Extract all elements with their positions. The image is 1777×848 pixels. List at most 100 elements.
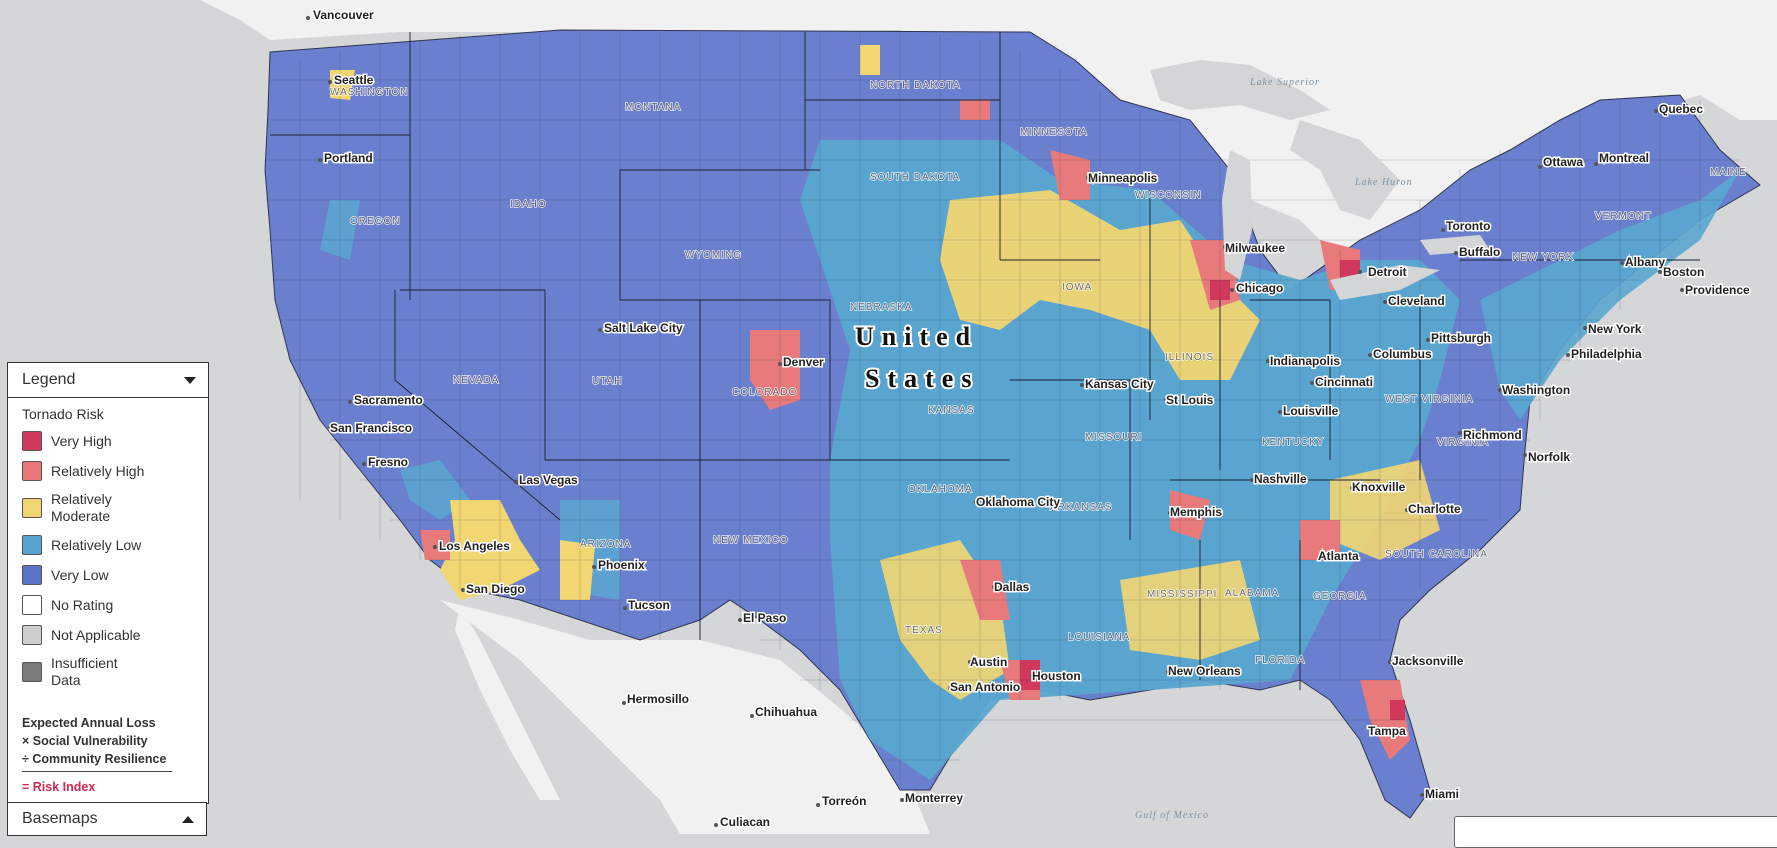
legend-items: Very High Relatively High Relatively Mod… [8,426,208,694]
legend-swatch [22,461,42,481]
legend-header-label: Legend [22,371,76,388]
city-label[interactable]: Richmond [1462,427,1524,444]
city-label[interactable]: Portland [323,150,375,167]
city-label[interactable]: Kansas City [1084,376,1156,393]
lake-superior [1150,60,1330,120]
legend-item-label: Relatively High [51,462,145,479]
city-label[interactable]: Miami [1424,786,1461,803]
city-label[interactable]: Columbus [1372,346,1434,363]
state-label: COLORADO [732,387,797,398]
state-label: MISSOURI [1085,432,1142,443]
city-label[interactable]: Houston [1031,668,1083,685]
city-label[interactable]: Detroit [1367,264,1409,281]
zone-moderate [940,190,1260,380]
city-label[interactable]: Memphis [1169,504,1224,521]
city-label[interactable]: Denver [782,354,826,371]
lake-ontario [1420,235,1490,255]
city-label[interactable]: Phoenix [597,557,647,574]
city-label[interactable]: Pittsburgh [1430,330,1493,347]
chevron-down-icon[interactable] [184,376,196,384]
city-label[interactable]: Oklahoma City [975,494,1062,511]
state-label: WISCONSIN [1135,190,1202,201]
city-label[interactable]: Sacramento [353,392,425,409]
basemaps-label: Basemaps [22,810,98,827]
formula-line: ÷ Community Resilience [22,752,167,766]
state-label: FLORIDA [1255,655,1305,666]
city-label[interactable]: Toronto [1445,218,1492,235]
basemaps-toggle[interactable]: Basemaps [7,802,207,836]
city-label[interactable]: Las Vegas [518,472,580,489]
legend-item-label: Relatively Moderate [51,491,112,524]
city-label[interactable]: Vancouver [312,7,376,24]
city-label[interactable]: Buffalo [1458,244,1502,261]
corner-panel[interactable] [1454,816,1777,848]
city-label[interactable]: El Paso [742,610,788,627]
legend-header[interactable]: Legend [8,363,208,398]
city-label[interactable]: Quebec [1658,101,1705,118]
legend-title: Tornado Risk [22,406,104,422]
city-label[interactable]: Norfolk [1527,449,1572,466]
formula-line: × Social Vulnerability [22,734,148,748]
state-label: WYOMING [685,250,742,261]
city-label[interactable]: Milwaukee [1224,240,1287,257]
city-label[interactable]: St Louis [1165,392,1216,409]
city-label[interactable]: Atlanta [1317,548,1361,565]
city-label[interactable]: Philadelphia [1570,346,1644,363]
city-label[interactable]: Cleveland [1387,293,1447,310]
state-label: UTAH [592,376,622,387]
city-label[interactable]: Washington [1501,382,1572,399]
legend-item: Very High [8,426,208,456]
city-label[interactable]: Los Angeles [438,538,512,555]
city-label[interactable]: Montreal [1598,150,1651,167]
city-label[interactable]: San Antonio [949,679,1022,696]
city-label[interactable]: Indianapolis [1269,353,1342,370]
city-label[interactable]: Charlotte [1407,501,1463,518]
city-label[interactable]: Boston [1662,264,1706,281]
lake-erie [1330,265,1440,300]
city-label[interactable]: Ottawa [1542,154,1585,171]
city-label[interactable]: Albany [1624,254,1667,271]
legend-item: No Rating [8,590,208,620]
chevron-up-icon[interactable] [182,815,194,823]
zone-low-east [1480,170,1740,420]
water-label: Lake Superior [1249,77,1320,88]
city-label[interactable]: Jacksonville [1391,653,1466,670]
city-label[interactable]: Dallas [993,579,1032,596]
legend-panel: Legend Tornado Risk Very High Relatively… [7,362,209,804]
state-label: ARKANSAS [1050,502,1112,513]
city-label[interactable]: Chicago [1235,280,1285,297]
city-label[interactable]: San Diego [465,581,527,598]
city-label[interactable]: Salt Lake City [603,320,685,337]
city-label[interactable]: Louisville [1282,403,1341,420]
city-label[interactable]: Austin [969,654,1009,671]
city-label[interactable]: Seattle [333,72,376,89]
city-label[interactable]: New York [1587,321,1644,338]
city-label[interactable]: Providence [1684,282,1752,299]
legend-swatch [22,431,42,451]
city-label[interactable]: Chihuahua [754,704,819,721]
legend-item: Relatively Moderate [8,486,208,530]
formula-divider [22,771,172,772]
legend-item: Insufficient Data [8,650,208,694]
city-label[interactable]: Tampa [1367,723,1408,740]
country-label-line2: States [865,364,979,393]
legend-swatch [22,625,42,645]
state-label: SOUTH CAROLINA [1385,549,1488,560]
city-label[interactable]: Minneapolis [1087,170,1160,187]
city-label[interactable]: Nashville [1253,471,1309,488]
city-label[interactable]: Tucson [627,597,672,614]
city-label[interactable]: Hermosillo [626,691,691,708]
city-label[interactable]: Monterrey [904,790,965,807]
baja-land [455,605,560,800]
state-label: KENTUCKY [1262,437,1324,448]
state-label: MONTANA [625,102,681,113]
city-label[interactable]: Culiacan [719,814,772,831]
city-label[interactable]: Fresno [367,454,410,471]
city-label[interactable]: Knoxville [1351,479,1408,496]
state-label: VIRGINIA [1437,437,1489,448]
city-label[interactable]: Torreón [821,793,868,810]
city-label[interactable]: Cincinnati [1314,374,1375,391]
city-label[interactable]: New Orleans [1167,663,1243,680]
city-label[interactable]: San Francisco [329,420,414,437]
